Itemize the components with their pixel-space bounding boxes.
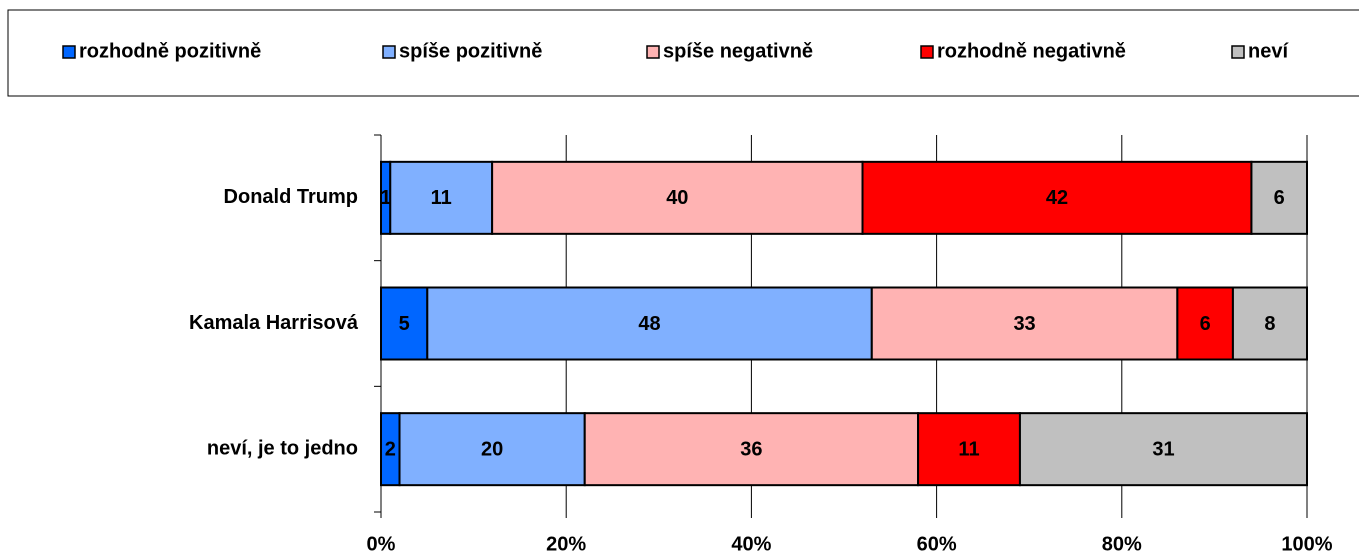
data-label: 11 — [958, 438, 979, 460]
legend-label: rozhodně pozitivně — [79, 40, 261, 62]
bar-segment — [1250, 160, 1308, 235]
x-tick-label: 100% — [1281, 533, 1332, 555]
bar-segment — [583, 412, 920, 487]
x-tick-label: 0% — [367, 533, 396, 555]
legend-swatch — [1231, 45, 1245, 59]
bar-segment — [426, 286, 873, 361]
data-label: 2 — [385, 438, 396, 460]
bar-segment — [1176, 286, 1234, 361]
data-label: 48 — [638, 313, 660, 335]
data-label: 8 — [1264, 313, 1275, 335]
data-label: 36 — [740, 438, 762, 460]
data-label: 31 — [1152, 438, 1174, 460]
bar-segment — [917, 412, 1021, 487]
data-label: 40 — [666, 187, 688, 209]
legend-label: rozhodně negativně — [937, 40, 1126, 62]
legend-label: neví — [1248, 40, 1289, 62]
legend-swatch — [646, 45, 660, 59]
legend-swatch — [382, 45, 396, 59]
x-tick-label: 20% — [546, 533, 586, 555]
x-tick-label: 40% — [731, 533, 771, 555]
data-label: 5 — [399, 313, 410, 335]
bar-segment — [380, 286, 429, 361]
data-label: 6 — [1274, 187, 1285, 209]
category-label: Donald Trump — [224, 186, 358, 208]
legend-label: spíše negativně — [663, 40, 813, 62]
legend-swatch — [920, 45, 934, 59]
data-label: 6 — [1200, 313, 1211, 335]
data-label: 11 — [431, 187, 452, 209]
bar-segment — [1018, 412, 1308, 487]
data-label: 33 — [1013, 313, 1035, 335]
legend-box — [7, 9, 1359, 97]
bar-segment — [491, 160, 864, 235]
bar-segment — [1231, 286, 1309, 361]
category-label: Kamala Harrisová — [189, 312, 359, 334]
data-label: 42 — [1046, 187, 1068, 209]
x-tick-label: 80% — [1102, 533, 1142, 555]
data-label: 1 — [380, 187, 391, 209]
bar-segment — [861, 160, 1253, 235]
data-label: 20 — [481, 438, 503, 460]
category-label: neví, je to jedno — [207, 437, 358, 459]
legend-swatch — [62, 45, 76, 59]
legend-label: spíše pozitivně — [399, 40, 542, 62]
x-tick-label: 60% — [917, 533, 957, 555]
bar-segment — [389, 160, 494, 235]
bar-segment — [870, 286, 1179, 361]
bar-segment — [398, 412, 586, 487]
